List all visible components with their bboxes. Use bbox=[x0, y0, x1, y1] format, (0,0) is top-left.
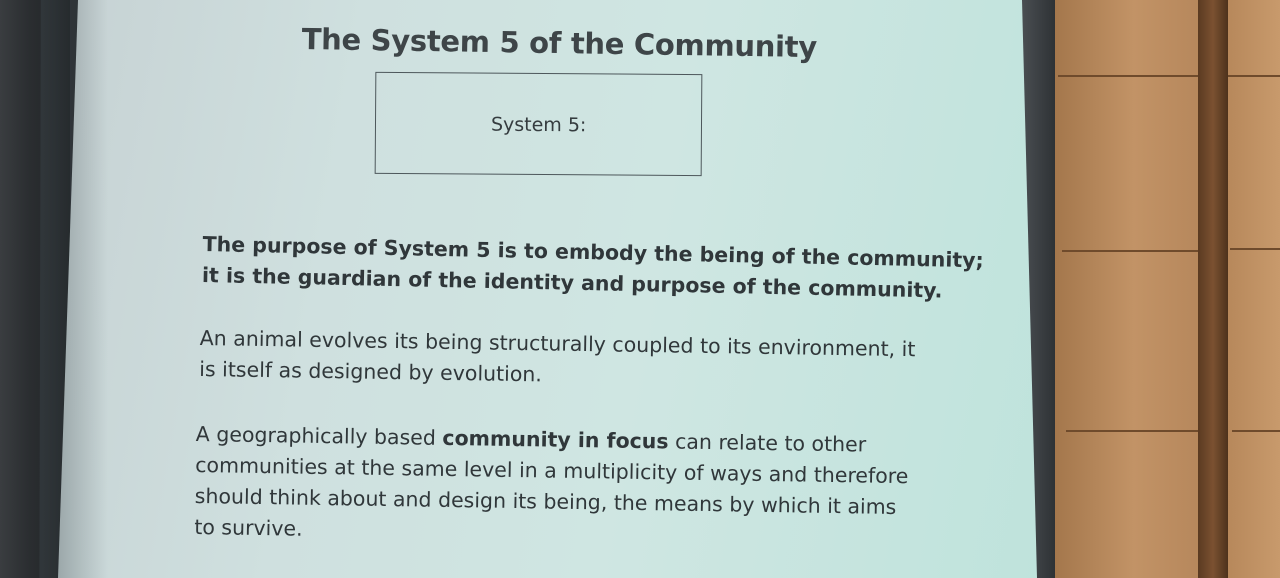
paragraph-text: can relate to other bbox=[668, 429, 867, 457]
wall-seam bbox=[1058, 75, 1200, 77]
projection-screen bbox=[58, 0, 1038, 578]
wall-seam bbox=[1062, 250, 1200, 252]
screen-shadow bbox=[39, 0, 108, 578]
wall-seam bbox=[1232, 430, 1280, 432]
animal-paragraph: An animal evolves its being structurally… bbox=[199, 323, 916, 396]
wall-post bbox=[1198, 0, 1228, 578]
emphasis-text: community in focus bbox=[442, 425, 669, 454]
wooden-wall-right bbox=[1228, 0, 1280, 578]
wall-seam bbox=[1066, 430, 1200, 432]
system-5-label: System 5: bbox=[490, 113, 587, 137]
wall-seam bbox=[1230, 248, 1280, 250]
paragraph-text: A geographically based bbox=[195, 421, 443, 450]
system-5-box: System 5: bbox=[374, 71, 703, 177]
community-paragraph: A geographically based community in focu… bbox=[194, 419, 909, 554]
screen-frame-left bbox=[0, 0, 70, 578]
wall-seam bbox=[1228, 75, 1280, 77]
